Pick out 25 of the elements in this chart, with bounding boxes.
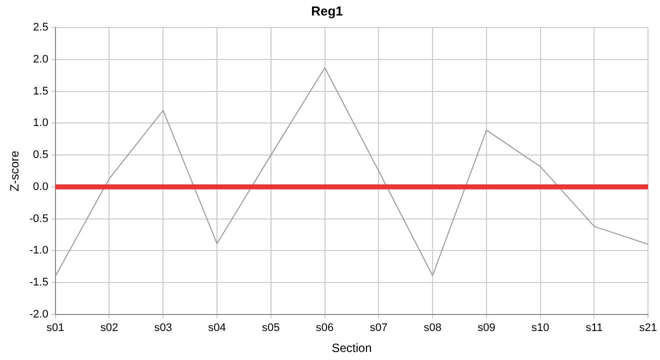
y-tick-label: 2.5: [33, 22, 48, 34]
y-tick-label: -2.0: [29, 308, 48, 320]
y-tick-label: 0.5: [33, 149, 48, 162]
y-tick-label: 2.0: [33, 54, 48, 66]
x-tick-label: s05: [262, 322, 280, 334]
x-tick-label: s09: [478, 322, 496, 334]
x-tick-label: s21: [639, 322, 658, 334]
x-tick-label: s10: [531, 322, 550, 334]
y-tick-label: -1.0: [29, 244, 48, 257]
x-tick-label: s08: [424, 322, 442, 334]
y-tick-label: 1.5: [33, 85, 48, 98]
x-tick-label: s07: [370, 322, 388, 334]
x-tick-label: s11: [586, 322, 603, 334]
y-tick-label: -0.5: [29, 212, 48, 225]
y-tick-label: -1.5: [29, 276, 48, 289]
x-tick-label: s04: [208, 322, 226, 334]
x-axis-title: Section: [332, 341, 372, 356]
y-tick-label: 1.0: [33, 117, 48, 130]
x-tick-label: s02: [100, 322, 118, 334]
x-tick-label: s03: [154, 322, 172, 334]
y-axis-title: Z-score: [8, 150, 22, 192]
chart-title: Reg1: [311, 3, 343, 18]
x-tick-label: s06: [316, 322, 334, 334]
y-tick-label: 0.0: [33, 180, 48, 193]
x-tick-label: s01: [46, 322, 64, 334]
